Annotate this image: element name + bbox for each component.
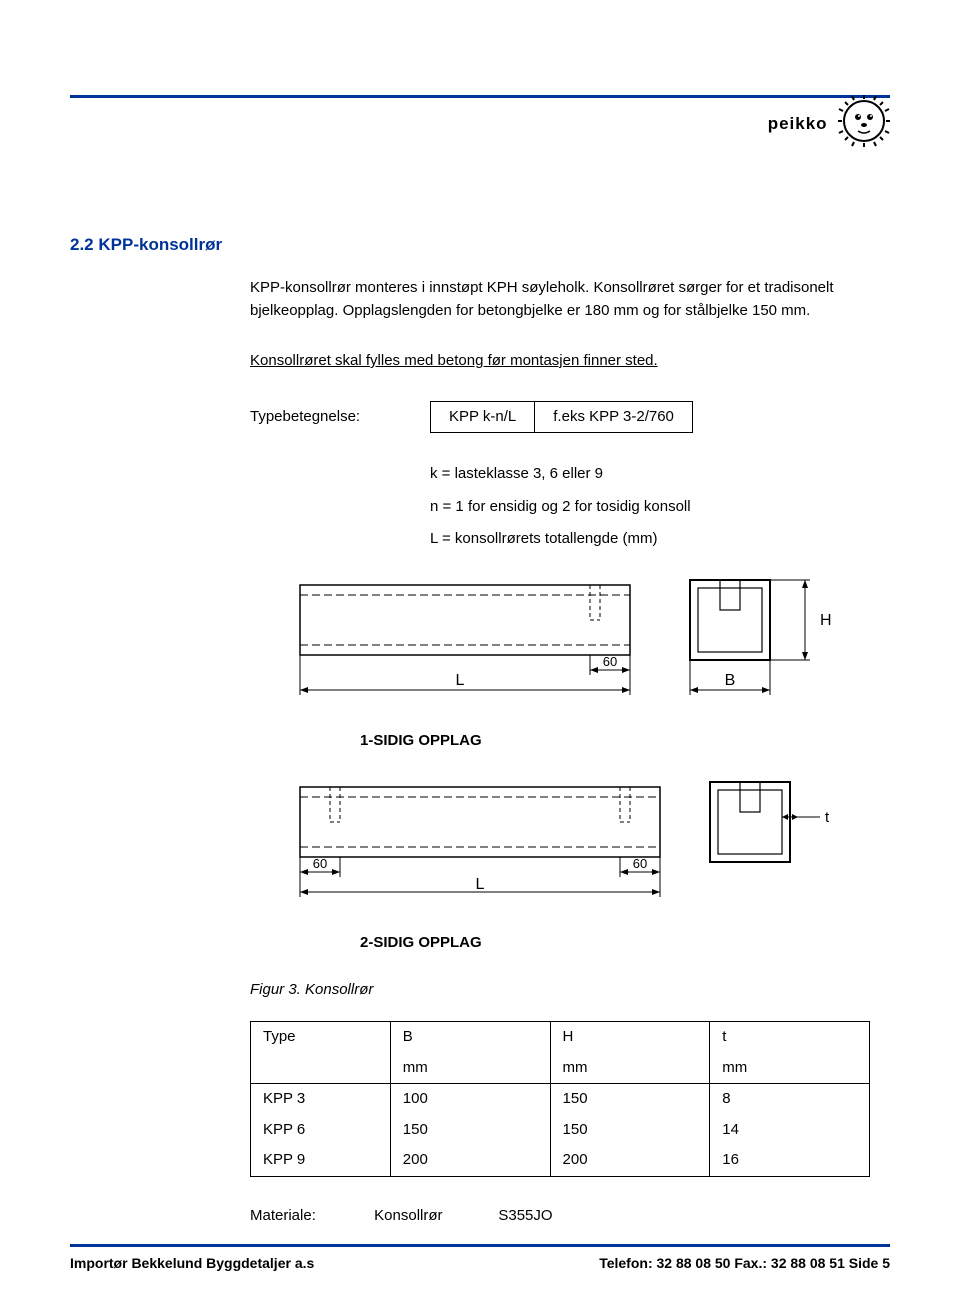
dim-60: 60 bbox=[603, 654, 617, 669]
col-type: Type bbox=[251, 1022, 391, 1053]
var-n: n = 1 for ensidig og 2 for tosidig konso… bbox=[430, 496, 890, 519]
table-units-row: mm mm mm bbox=[251, 1053, 870, 1084]
dim-L: L bbox=[456, 672, 465, 689]
material-label: Materiale: bbox=[250, 1205, 370, 1228]
var-k: k = lasteklasse 3, 6 eller 9 bbox=[430, 463, 890, 486]
paragraph-note: Konsollrøret skal fylles med betong før … bbox=[250, 350, 890, 373]
type-designation-row: Typebetegnelse: KPP k-n/L f.eks KPP 3-2/… bbox=[250, 401, 890, 434]
material-spec: Materiale: Konsollrør S355JO bbox=[250, 1205, 890, 1228]
table-row: KPP 9 200 200 16 bbox=[251, 1145, 870, 1176]
section-title: KPP-konsollrør bbox=[98, 235, 222, 254]
dimensions-table: Type B H t mm mm mm KPP 3 100 150 8 bbox=[250, 1021, 870, 1177]
table-row: KPP 6 150 150 14 bbox=[251, 1115, 870, 1146]
brand-logo: peikko bbox=[768, 95, 890, 152]
table-row: KPP 3 100 150 8 bbox=[251, 1084, 870, 1115]
material-item: Konsollrør bbox=[374, 1205, 494, 1228]
col-t: t bbox=[710, 1022, 870, 1053]
diagram-1-sidig: L 60 bbox=[290, 575, 890, 713]
brand-name: peikko bbox=[768, 114, 828, 134]
col-H: H bbox=[550, 1022, 710, 1053]
dim-60-right: 60 bbox=[633, 856, 647, 871]
paragraph-intro: KPP-konsollrør monteres i innstøpt KPH s… bbox=[250, 277, 890, 322]
dim-H: H bbox=[820, 612, 832, 629]
col-B: B bbox=[390, 1022, 550, 1053]
type-example: f.eks KPP 3-2/760 bbox=[535, 402, 692, 433]
section-heading: 2.2 KPP-konsollrør bbox=[70, 235, 890, 255]
section-number: 2.2 bbox=[70, 235, 94, 254]
dim-t: t bbox=[825, 809, 830, 826]
table-header-row: Type B H t bbox=[251, 1022, 870, 1053]
diagram2-label: 2-SIDIG OPPLAG bbox=[360, 932, 890, 955]
type-code: KPP k-n/L bbox=[431, 402, 535, 433]
dim-L2: L bbox=[476, 876, 485, 893]
lion-head-icon bbox=[838, 95, 890, 152]
footer-left: Importør Bekkelund Byggdetaljer a.s bbox=[70, 1255, 314, 1271]
diagram-2-sidig: 60 60 L bbox=[290, 777, 890, 915]
type-label: Typebetegnelse: bbox=[250, 406, 430, 429]
page-header: peikko bbox=[70, 95, 890, 205]
var-L: L = konsollrørets totallengde (mm) bbox=[430, 528, 890, 551]
content-area: 2.2 KPP-konsollrør KPP-konsollrør monter… bbox=[70, 205, 890, 1227]
figure-caption: Figur 3. Konsollrør bbox=[250, 979, 890, 1002]
dim-60-left: 60 bbox=[313, 856, 327, 871]
page-footer: Importør Bekkelund Byggdetaljer a.s Tele… bbox=[70, 1244, 890, 1271]
diagram1-label: 1-SIDIG OPPLAG bbox=[360, 730, 890, 753]
dim-B: B bbox=[725, 672, 736, 689]
variable-definitions: k = lasteklasse 3, 6 eller 9 n = 1 for e… bbox=[430, 463, 890, 551]
footer-right: Telefon: 32 88 08 50 Fax.: 32 88 08 51 S… bbox=[599, 1255, 890, 1271]
type-code-box: KPP k-n/L f.eks KPP 3-2/760 bbox=[430, 401, 693, 434]
material-grade: S355JO bbox=[498, 1205, 552, 1228]
footer-rule bbox=[70, 1244, 890, 1247]
